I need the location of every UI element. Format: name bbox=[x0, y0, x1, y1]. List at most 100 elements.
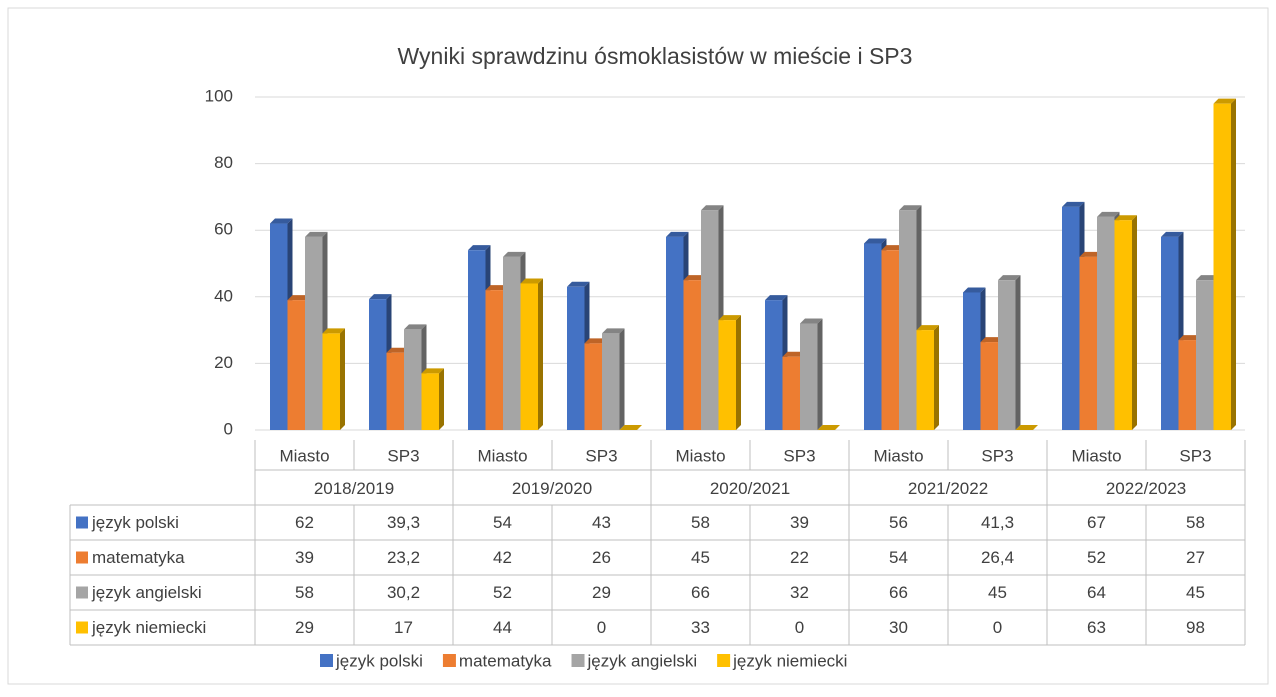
y-tick-label: 60 bbox=[214, 220, 233, 239]
bar bbox=[718, 320, 736, 430]
table-cell: 0 bbox=[993, 618, 1002, 637]
table-cell: 30,2 bbox=[387, 583, 420, 602]
bar-top bbox=[718, 315, 741, 321]
bar bbox=[305, 236, 323, 430]
table-cell: 39 bbox=[790, 513, 809, 532]
bar-side bbox=[934, 325, 939, 430]
bar-top bbox=[701, 205, 724, 211]
table-cell: 58 bbox=[1186, 513, 1205, 532]
table-cell: 98 bbox=[1186, 618, 1205, 637]
bar-top bbox=[1178, 335, 1201, 341]
table-cell: 43 bbox=[592, 513, 611, 532]
bar bbox=[1178, 340, 1196, 430]
bar bbox=[322, 333, 340, 430]
table-cell: 32 bbox=[790, 583, 809, 602]
group-label: 2018/2019 bbox=[314, 479, 394, 498]
bar bbox=[270, 223, 288, 430]
legend-label: matematyka bbox=[459, 651, 552, 670]
table-cell: 44 bbox=[493, 618, 512, 637]
group-label: 2020/2021 bbox=[710, 479, 790, 498]
x-tick-label: Miasto bbox=[477, 446, 527, 465]
bar bbox=[1196, 280, 1214, 430]
bar-top bbox=[287, 295, 310, 301]
table-cell: 64 bbox=[1087, 583, 1106, 602]
bar bbox=[916, 330, 934, 430]
group-label: 2019/2020 bbox=[512, 479, 592, 498]
table-series-name: język niemiecki bbox=[91, 618, 206, 637]
bar-side bbox=[619, 328, 625, 430]
x-tick-label: Miasto bbox=[279, 446, 329, 465]
bar-top bbox=[817, 425, 840, 430]
bar bbox=[998, 280, 1016, 430]
table-cell: 54 bbox=[889, 548, 908, 567]
table-cell: 41,3 bbox=[981, 513, 1014, 532]
table-cell: 0 bbox=[795, 618, 804, 637]
x-tick-label: SP3 bbox=[585, 446, 617, 465]
x-tick-label: SP3 bbox=[783, 446, 815, 465]
legend-key bbox=[571, 654, 585, 667]
bar bbox=[1097, 216, 1115, 430]
table-cell: 0 bbox=[597, 618, 606, 637]
bar bbox=[503, 256, 521, 430]
table-cell: 39,3 bbox=[387, 513, 420, 532]
table-legend-key bbox=[76, 621, 88, 634]
table-cell: 39 bbox=[295, 548, 314, 567]
bar bbox=[1213, 103, 1231, 430]
bar bbox=[584, 343, 602, 430]
bar-side bbox=[1015, 275, 1021, 430]
table-legend-key bbox=[76, 586, 88, 599]
bar bbox=[1062, 206, 1080, 430]
bar-top bbox=[1062, 201, 1085, 207]
bar-top bbox=[503, 251, 526, 257]
chart-title: Wyniki sprawdzinu ósmoklasistów w mieści… bbox=[398, 43, 913, 69]
bar-side bbox=[1132, 215, 1137, 430]
chart-border bbox=[7, 7, 1269, 685]
table-cell: 23,2 bbox=[387, 548, 420, 567]
table-cell: 45 bbox=[691, 548, 710, 567]
bar bbox=[602, 333, 620, 430]
bar bbox=[765, 300, 783, 430]
bar bbox=[404, 329, 422, 430]
bar-top bbox=[765, 295, 788, 301]
table-cell: 45 bbox=[1186, 583, 1205, 602]
bar-top bbox=[619, 425, 642, 430]
bar-top bbox=[1114, 215, 1137, 221]
bar bbox=[287, 300, 305, 430]
y-tick-label: 100 bbox=[205, 86, 233, 105]
bar-top bbox=[998, 275, 1021, 281]
table-cell: 63 bbox=[1087, 618, 1106, 637]
legend-key bbox=[442, 654, 456, 667]
bar bbox=[520, 283, 538, 430]
table-cell: 58 bbox=[295, 583, 314, 602]
legend-key bbox=[717, 654, 731, 667]
bar-top bbox=[864, 238, 887, 244]
bar bbox=[683, 280, 701, 430]
table-cell: 29 bbox=[592, 583, 611, 602]
table-cell: 45 bbox=[988, 583, 1007, 602]
x-tick-label: Miasto bbox=[873, 446, 923, 465]
table-cell: 62 bbox=[295, 513, 314, 532]
bar bbox=[485, 290, 503, 430]
bar-top bbox=[800, 318, 823, 324]
table-cell: 29 bbox=[295, 618, 314, 637]
bar-top bbox=[404, 324, 427, 330]
bar-top bbox=[567, 281, 590, 287]
group-label: 2021/2022 bbox=[908, 479, 988, 498]
bar-top bbox=[963, 287, 986, 293]
bar bbox=[864, 243, 882, 430]
bar bbox=[421, 373, 439, 430]
bar bbox=[1079, 256, 1097, 430]
bar-top bbox=[1161, 231, 1184, 237]
table-cell: 27 bbox=[1186, 548, 1205, 567]
group-label: 2022/2023 bbox=[1106, 479, 1186, 498]
bar bbox=[782, 356, 800, 430]
table-cell: 33 bbox=[691, 618, 710, 637]
bar-top bbox=[270, 218, 293, 224]
legend-label: język polski bbox=[335, 651, 423, 670]
table-legend-key bbox=[76, 516, 88, 529]
bar-side bbox=[439, 368, 444, 430]
bar-top bbox=[322, 328, 345, 334]
bar-top bbox=[1079, 251, 1102, 257]
x-tick-label: Miasto bbox=[1071, 446, 1121, 465]
